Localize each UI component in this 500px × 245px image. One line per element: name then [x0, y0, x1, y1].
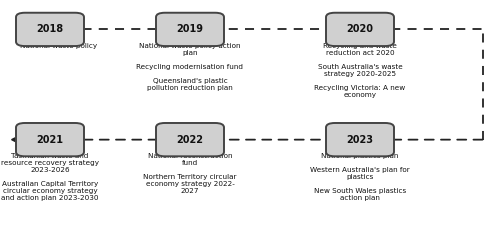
- FancyBboxPatch shape: [326, 123, 394, 156]
- Text: National waste policy: National waste policy: [20, 43, 97, 49]
- Text: National reconstruction
fund

Northern Territory circular
economy strategy 2022-: National reconstruction fund Northern Te…: [144, 153, 237, 194]
- FancyBboxPatch shape: [326, 13, 394, 46]
- FancyBboxPatch shape: [16, 13, 84, 46]
- Text: 2018: 2018: [36, 24, 64, 34]
- Text: 2022: 2022: [176, 135, 204, 145]
- Text: 2020: 2020: [346, 24, 374, 34]
- Text: 2019: 2019: [176, 24, 204, 34]
- Text: 2023: 2023: [346, 135, 374, 145]
- Text: National plastics plan

Western Australia's plan for
plastics

New South Wales p: National plastics plan Western Australia…: [310, 153, 410, 201]
- FancyBboxPatch shape: [16, 123, 84, 156]
- FancyBboxPatch shape: [156, 123, 224, 156]
- Text: National waste policy action
plan

Recycling modernisation fund

Queensland's pl: National waste policy action plan Recycl…: [136, 43, 244, 91]
- Text: Recycling and waste
reduction act 2020

South Australia's waste
strategy 2020-20: Recycling and waste reduction act 2020 S…: [314, 43, 406, 98]
- Text: Tasmanian waste and
resource recovery strategy
2023-2026

Australian Capital Ter: Tasmanian waste and resource recovery st…: [1, 153, 99, 201]
- FancyBboxPatch shape: [156, 13, 224, 46]
- Text: 2021: 2021: [36, 135, 64, 145]
